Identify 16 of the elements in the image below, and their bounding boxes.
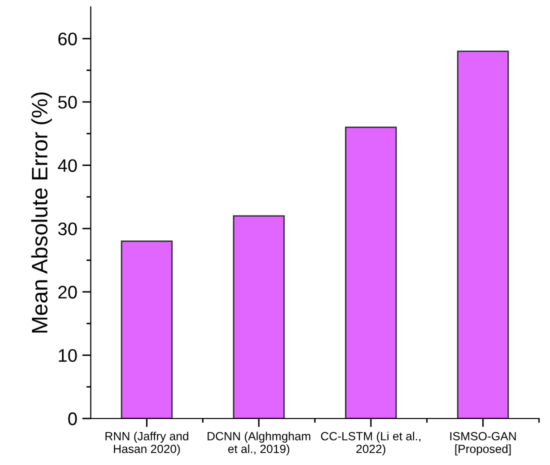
x-tick-label: ISMSO-GAN [Proposed]	[450, 432, 516, 456]
bar	[344, 126, 397, 418]
x-tick-label: DCNN (Alghmgham et al., 2019)	[208, 432, 310, 456]
y-tick-label: 0	[68, 412, 77, 426]
bar	[232, 215, 285, 418]
y-tick-label: 60	[58, 32, 77, 46]
y-tick-label: 20	[58, 286, 77, 299]
x-tick-label: CC-LSTM (Li et al., 2022)	[320, 432, 420, 456]
y-axis-title: Mean Absolute Error (%)	[31, 92, 52, 333]
y-tick-label: 50	[58, 96, 77, 109]
bar	[457, 50, 509, 418]
y-tick-label: 10	[58, 349, 77, 362]
x-tick-label: RNN (Jaffry and Hasan 2020)	[106, 432, 188, 456]
y-tick-label: 40	[58, 159, 77, 172]
bar	[120, 240, 173, 418]
y-tick-label: 30	[58, 222, 77, 236]
